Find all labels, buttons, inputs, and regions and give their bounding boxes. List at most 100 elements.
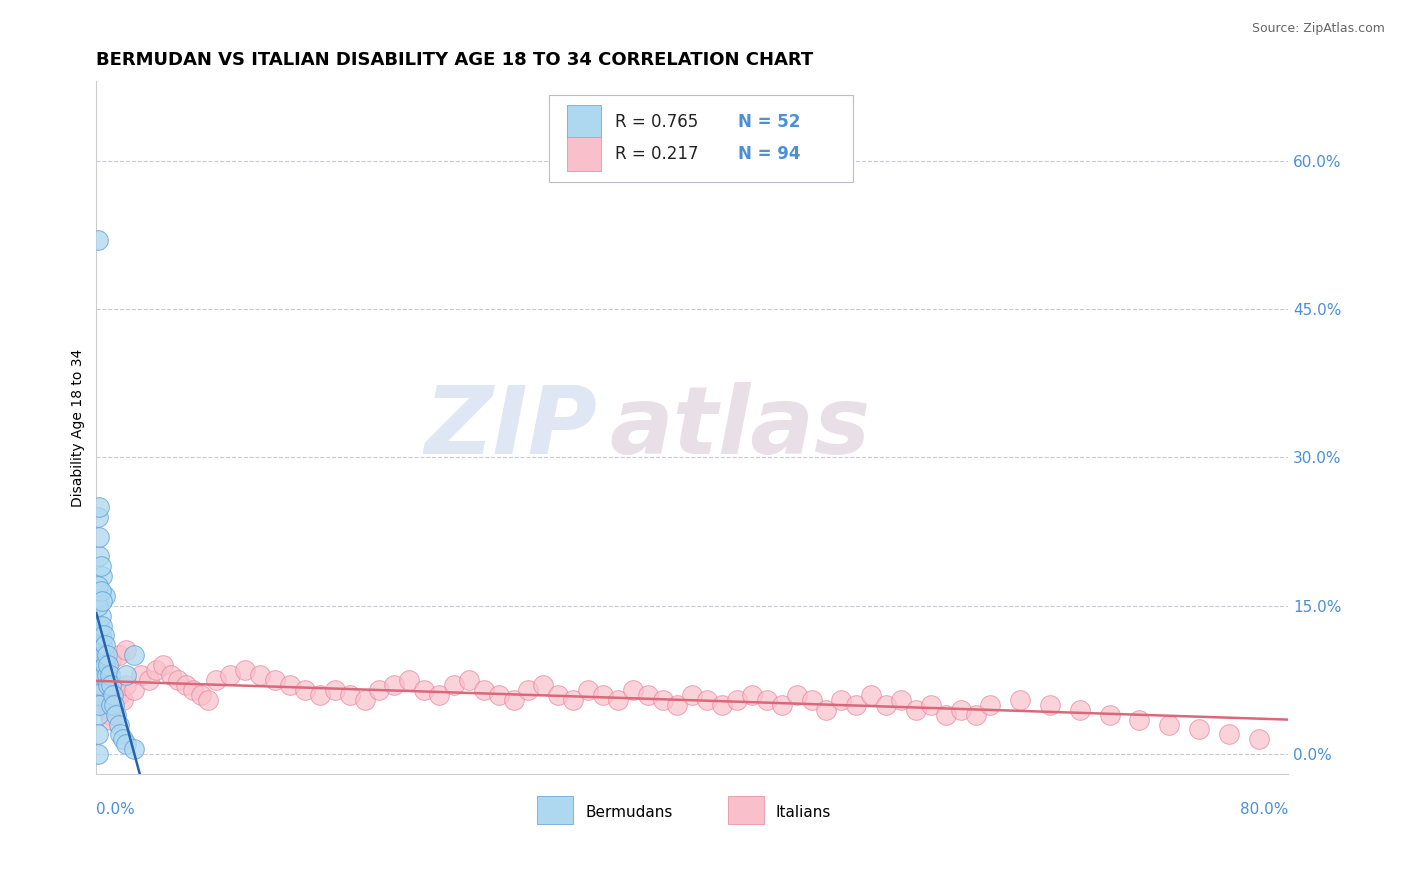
Point: [100, 713, 122, 727]
Point: [592, 688, 614, 702]
Point: [129, 668, 152, 682]
Point: [87, 509, 110, 524]
Point: [1218, 727, 1240, 741]
Point: [1039, 698, 1062, 712]
Text: ZIP: ZIP: [425, 382, 598, 474]
Point: [90, 648, 112, 663]
Point: [323, 682, 346, 697]
Point: [606, 693, 628, 707]
Point: [472, 682, 495, 697]
Point: [107, 648, 129, 663]
Text: 80.0%: 80.0%: [1240, 802, 1288, 817]
Point: [138, 673, 160, 687]
Point: [108, 727, 131, 741]
Point: [115, 678, 138, 692]
Point: [107, 688, 129, 702]
Text: BERMUDAN VS ITALIAN DISABILITY AGE 18 TO 34 CORRELATION CHART: BERMUDAN VS ITALIAN DISABILITY AGE 18 TO…: [97, 51, 814, 69]
Point: [104, 707, 127, 722]
Point: [122, 742, 145, 756]
Point: [167, 673, 190, 687]
Point: [89, 500, 111, 514]
Point: [181, 682, 204, 697]
Point: [696, 693, 718, 707]
Point: [502, 693, 524, 707]
Point: [96, 698, 118, 712]
Point: [920, 698, 942, 712]
Point: [845, 698, 868, 712]
Point: [1188, 723, 1211, 737]
Point: [904, 703, 927, 717]
Point: [413, 682, 436, 697]
Point: [94, 693, 117, 707]
Point: [90, 559, 112, 574]
Point: [174, 678, 197, 692]
Point: [368, 682, 391, 697]
FancyBboxPatch shape: [567, 137, 600, 170]
Point: [235, 663, 257, 677]
Point: [93, 668, 115, 682]
FancyBboxPatch shape: [537, 797, 574, 824]
Point: [681, 688, 703, 702]
Point: [87, 727, 110, 741]
Text: N = 94: N = 94: [738, 145, 800, 163]
Point: [666, 698, 689, 712]
Text: R = 0.765: R = 0.765: [614, 112, 699, 130]
Point: [87, 673, 110, 687]
Point: [90, 584, 112, 599]
Point: [517, 682, 540, 697]
Point: [443, 678, 465, 692]
Point: [90, 628, 112, 642]
Point: [1247, 732, 1270, 747]
Point: [457, 673, 479, 687]
Point: [87, 233, 110, 247]
Point: [651, 693, 673, 707]
Point: [89, 639, 111, 653]
Point: [89, 618, 111, 632]
Point: [637, 688, 659, 702]
Point: [197, 693, 219, 707]
Text: N = 52: N = 52: [738, 112, 800, 130]
Point: [90, 668, 112, 682]
Point: [711, 698, 734, 712]
Point: [87, 747, 110, 762]
Point: [1128, 713, 1150, 727]
Point: [204, 673, 226, 687]
Point: [87, 707, 110, 722]
FancyBboxPatch shape: [550, 95, 853, 182]
Point: [562, 693, 585, 707]
Point: [91, 682, 114, 697]
Point: [107, 717, 129, 731]
Point: [398, 673, 420, 687]
Point: [97, 703, 120, 717]
Point: [741, 688, 763, 702]
Point: [115, 643, 138, 657]
Point: [547, 688, 569, 702]
Point: [219, 668, 242, 682]
Point: [1010, 693, 1032, 707]
Text: R = 0.217: R = 0.217: [614, 145, 699, 163]
Point: [786, 688, 808, 702]
Point: [98, 668, 121, 682]
Point: [1159, 717, 1181, 731]
Point: [115, 737, 138, 751]
Point: [100, 698, 122, 712]
Point: [488, 688, 510, 702]
Y-axis label: Disability Age 18 to 34: Disability Age 18 to 34: [72, 349, 86, 507]
Point: [87, 599, 110, 613]
Point: [339, 688, 361, 702]
Point: [89, 668, 111, 682]
Point: [1069, 703, 1091, 717]
Point: [89, 658, 111, 673]
Point: [96, 648, 118, 663]
Point: [949, 703, 972, 717]
Point: [160, 668, 183, 682]
Point: [145, 663, 167, 677]
Point: [353, 693, 375, 707]
Text: 0.0%: 0.0%: [97, 802, 135, 817]
Point: [112, 732, 135, 747]
Point: [91, 569, 114, 583]
Point: [264, 673, 287, 687]
Point: [122, 682, 145, 697]
Point: [576, 682, 599, 697]
Point: [382, 678, 405, 692]
